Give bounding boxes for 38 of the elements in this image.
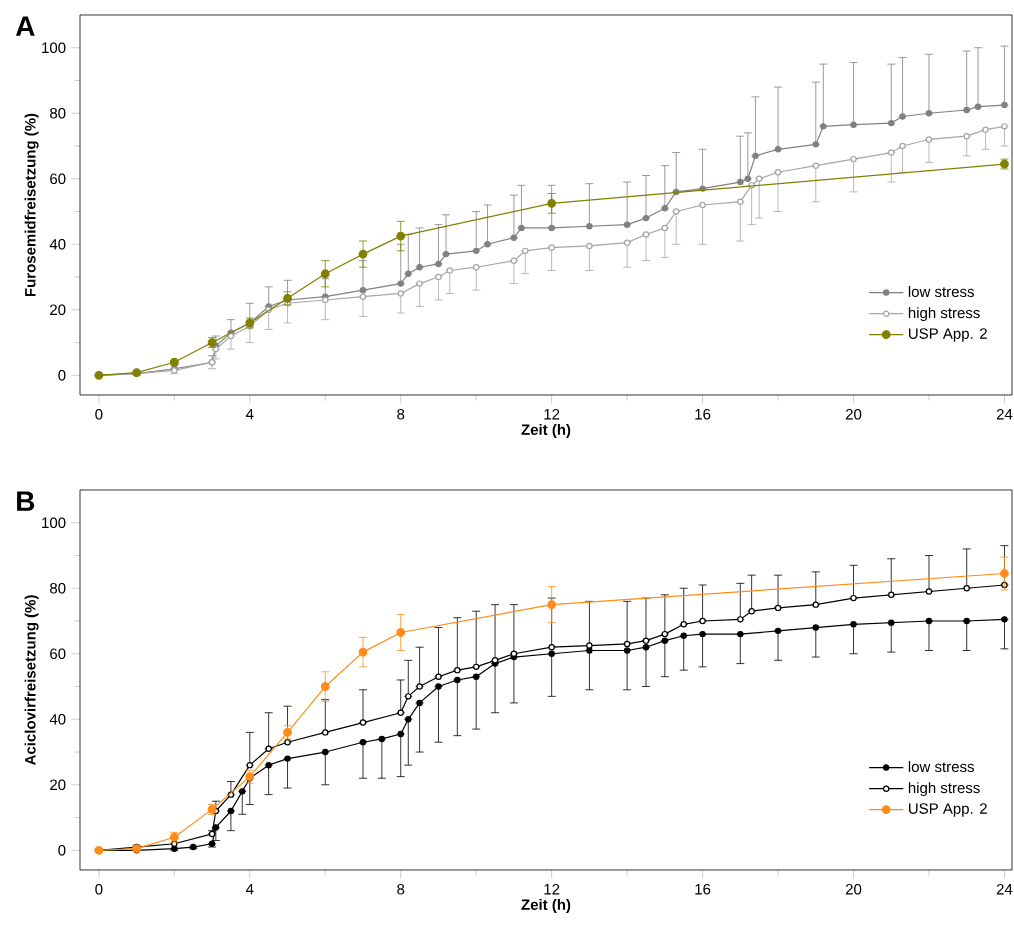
legend-label: low stress (908, 286, 974, 298)
text: A (15, 16, 35, 36)
x-tick-label: 0 (95, 883, 103, 895)
x-tick-label: 20 (845, 883, 862, 895)
text: B (17, 491, 35, 511)
x-axis-title: Zeit (h) (521, 423, 571, 438)
legend-label: USP App. 2 (909, 803, 987, 817)
x-tick-label: 8 (397, 883, 405, 895)
y-tick-label: 40 (49, 713, 66, 725)
x-tick-label: 20 (845, 408, 862, 420)
x-tick-label: 4 (245, 408, 254, 420)
legend-label: low stress (908, 761, 974, 773)
y-tick-label: 60 (50, 173, 66, 185)
y-tick-label: 60 (50, 648, 66, 660)
legend-label: USP App. 2 (909, 328, 987, 342)
y-tick-label: 40 (49, 238, 66, 250)
x-tick-label: 24 (996, 883, 1013, 895)
y-tick-label: 80 (50, 582, 66, 594)
x-tick-label: 24 (996, 408, 1013, 420)
x-tick-label: 16 (695, 883, 711, 895)
x-tick-label: 12 (544, 883, 560, 895)
y-tick-label: 100 (42, 517, 66, 529)
y-axis-title: Aciclovirfreisetzung (%) (24, 595, 39, 766)
y-tick-label: 80 (50, 107, 66, 119)
y-tick-label: 20 (50, 779, 66, 791)
y-axis-title: Furosemidfreisetzung (%) (24, 113, 39, 297)
x-tick-label: 8 (397, 408, 405, 420)
x-tick-label: 0 (95, 408, 103, 420)
x-axis-title: Zeit (h) (521, 898, 571, 913)
y-tick-label: 100 (42, 42, 66, 54)
x-tick-label: 4 (245, 883, 254, 895)
legend-label: high stress (908, 307, 980, 322)
y-tick-label: 20 (50, 304, 66, 316)
y-tick-label: 0 (58, 370, 66, 381)
legend-label: high stress (908, 782, 980, 797)
y-tick-label: 0 (58, 845, 66, 856)
x-tick-label: 12 (544, 408, 560, 420)
x-tick-label: 16 (695, 408, 711, 420)
